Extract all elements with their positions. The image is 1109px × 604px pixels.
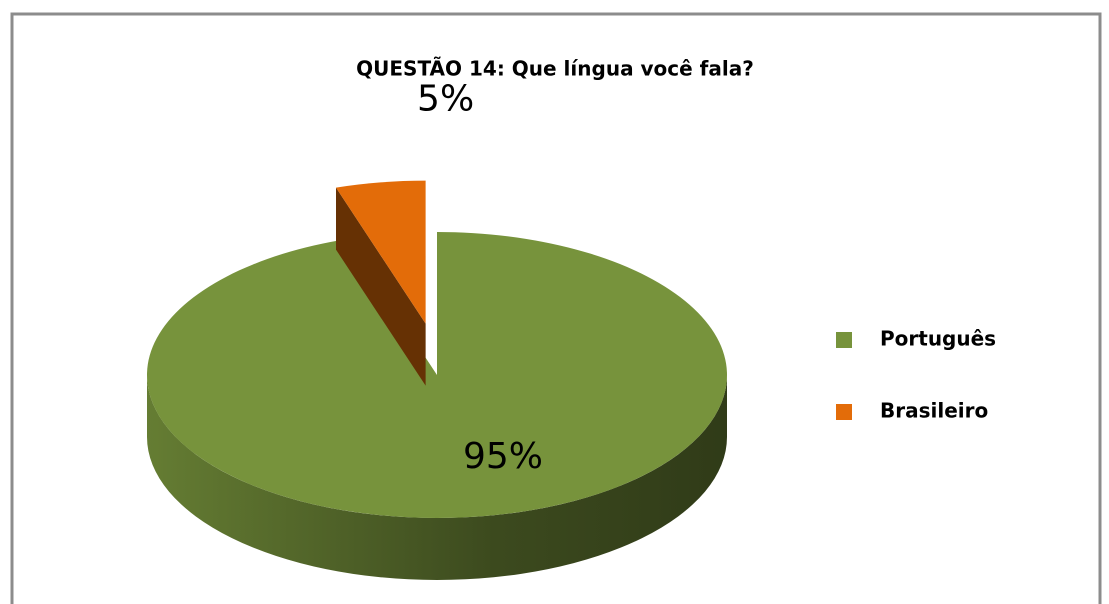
slice-cut-face xyxy=(335,187,426,386)
legend-swatch xyxy=(836,332,852,348)
slice xyxy=(335,180,426,324)
data-label: 95% xyxy=(463,436,543,477)
legend-label: Português xyxy=(880,327,996,351)
slice-group: 5% xyxy=(335,79,474,386)
slice-side xyxy=(147,375,727,580)
chart-title: QUESTÃO 14: Que língua você fala? xyxy=(356,57,754,81)
legend-swatch xyxy=(836,404,852,420)
legend-label: Brasileiro xyxy=(880,399,988,423)
slice xyxy=(146,232,727,518)
slice-group: 95% xyxy=(146,232,727,580)
data-label: 5% xyxy=(417,79,474,120)
